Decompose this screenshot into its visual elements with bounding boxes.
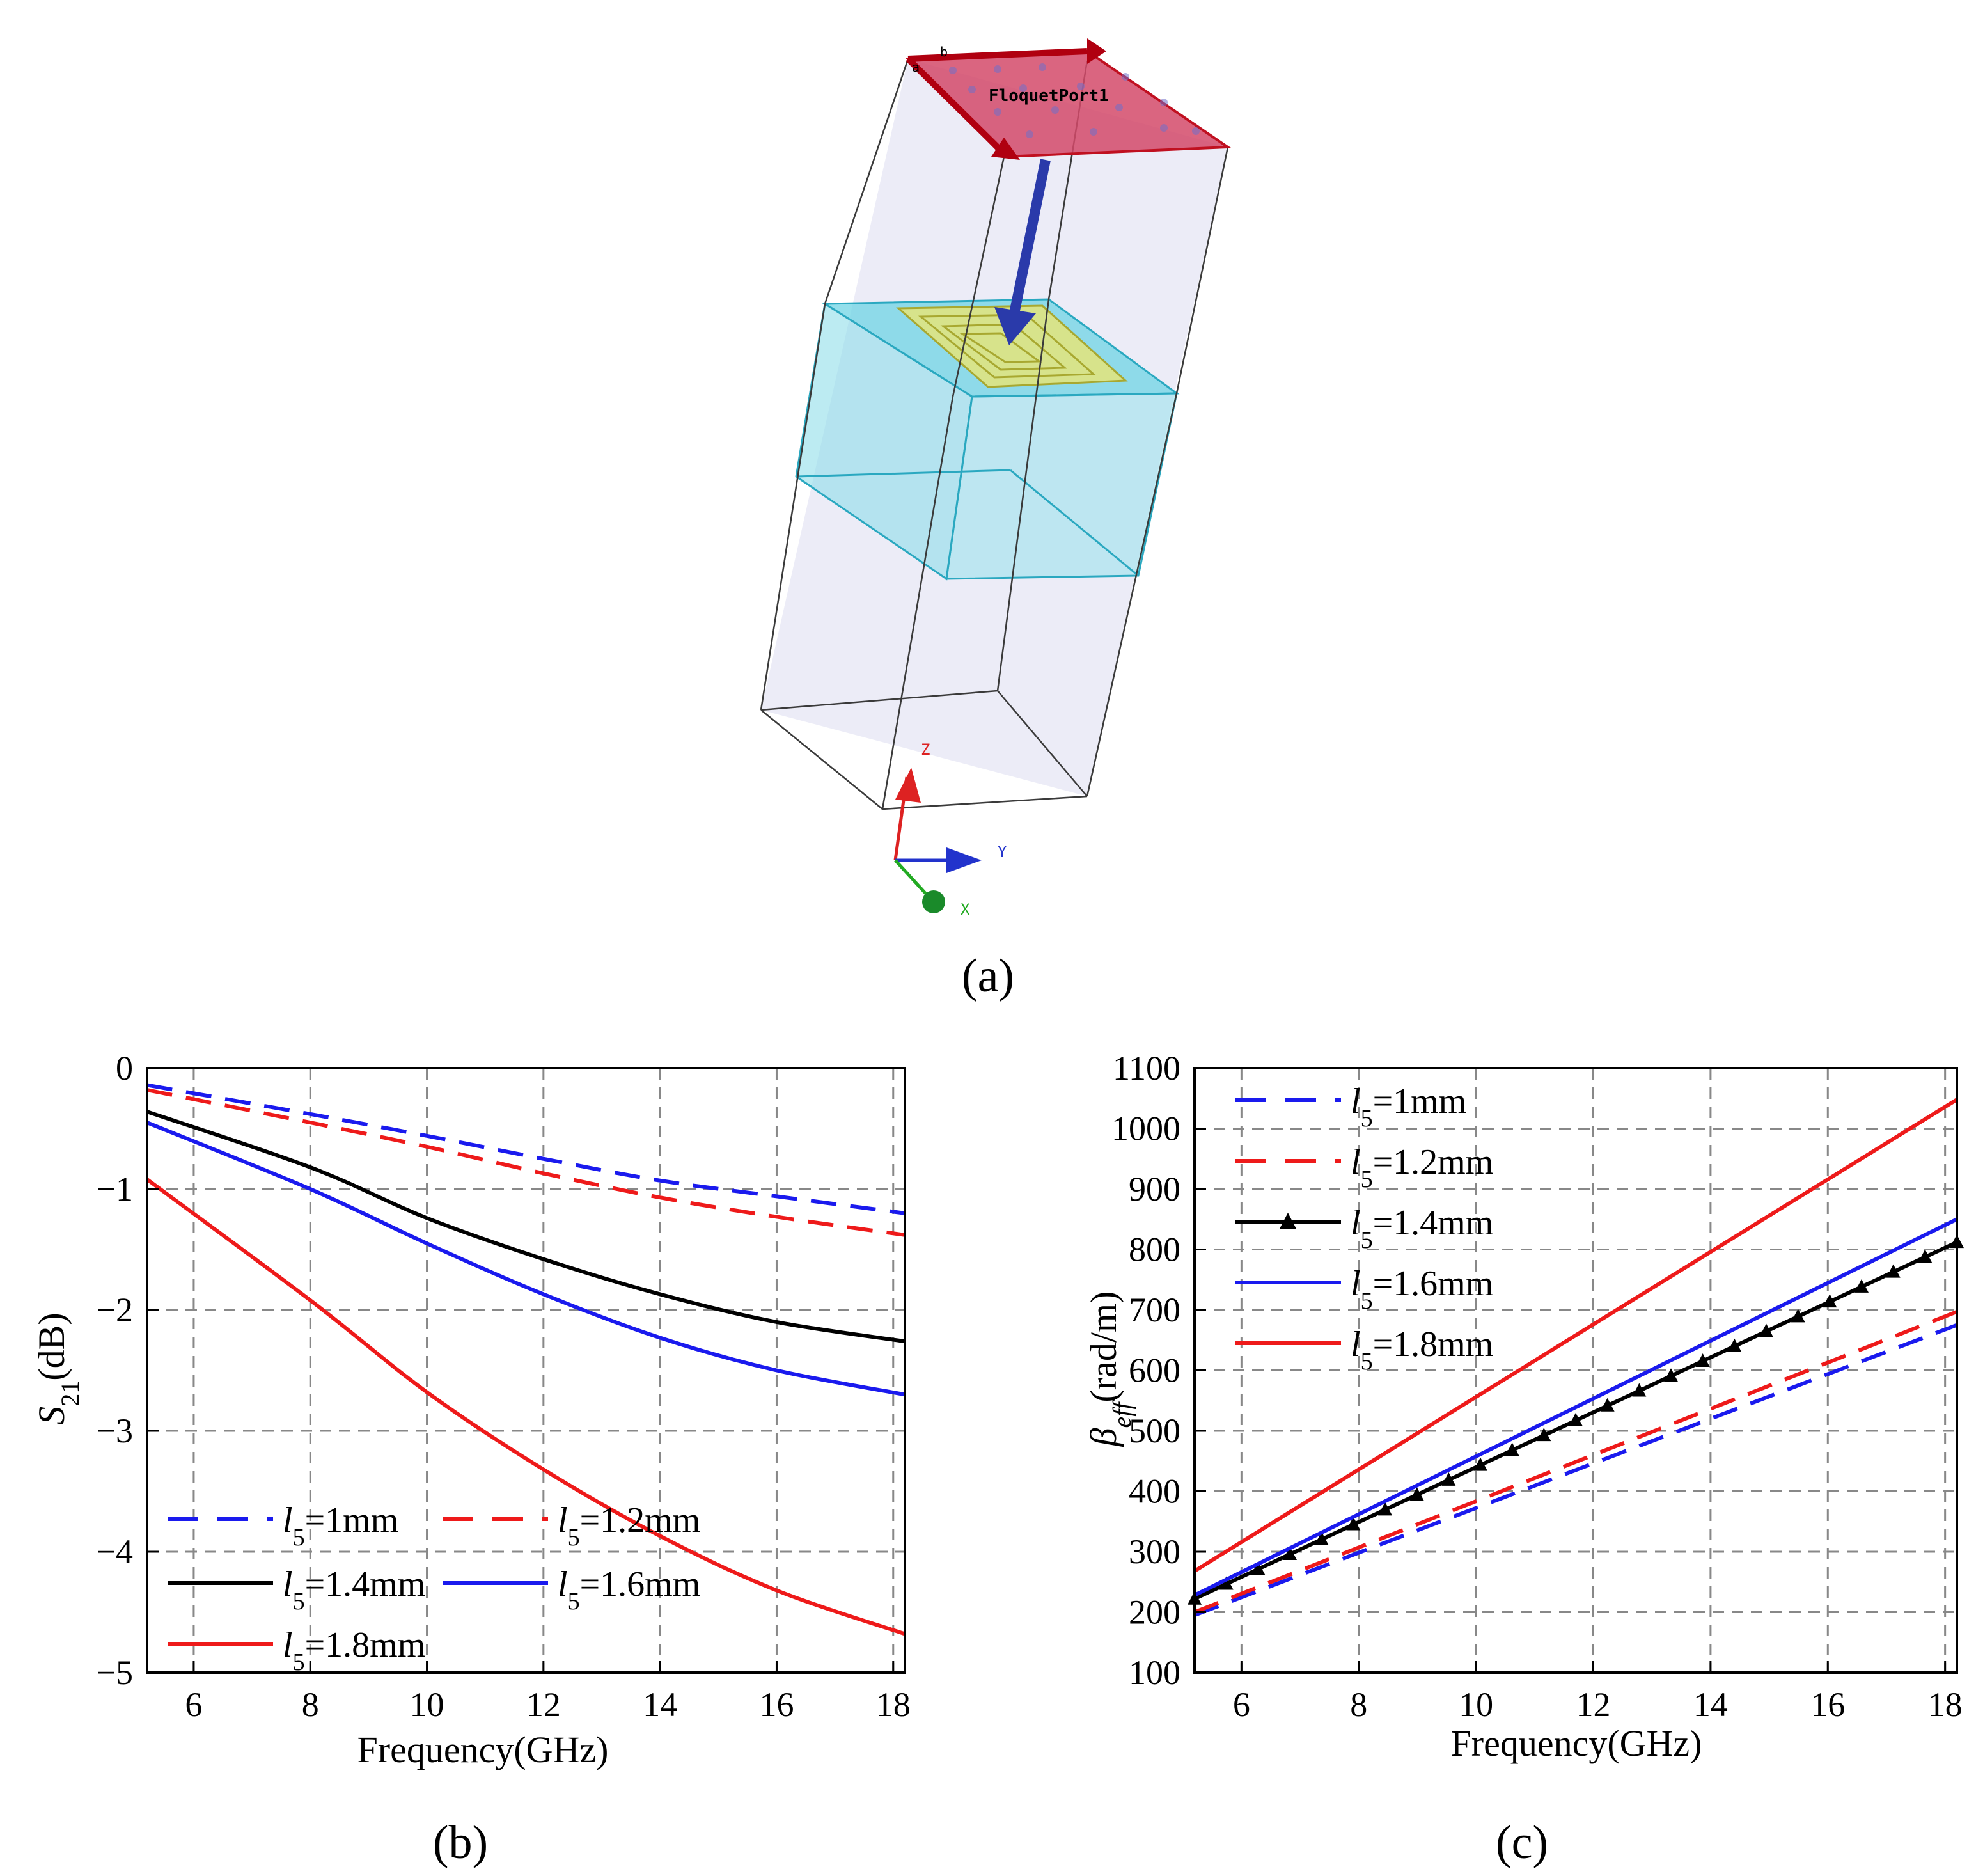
legend-label: l5=1mm — [283, 1501, 398, 1551]
y-tick-label: 700 — [1129, 1291, 1180, 1329]
legend-marker — [1280, 1213, 1296, 1229]
y-tick-label: 500 — [1129, 1412, 1180, 1450]
series-marker — [1219, 1576, 1234, 1590]
y-axis-arrow — [946, 847, 982, 873]
y-tick-label: −4 — [97, 1533, 133, 1571]
axis-y-label: Y — [998, 843, 1007, 861]
panel-a-label: (a) — [962, 950, 1014, 1002]
series-line-14mm — [146, 1110, 906, 1344]
s21-chart: l5=1mm l5=1.2mm l5=1.4mm l5=1.6mm l5=1.8mm 6… — [31, 1049, 911, 1869]
panel-b-label: (b) — [433, 1817, 488, 1869]
series-marker — [1251, 1561, 1266, 1575]
x-tick-label: 12 — [526, 1685, 561, 1724]
series-line-1mm — [146, 1083, 906, 1215]
y-tick-label: 100 — [1129, 1653, 1180, 1692]
y-tick-label: −3 — [97, 1412, 133, 1450]
y-tick-label: 800 — [1129, 1231, 1180, 1269]
series-marker — [1727, 1338, 1742, 1352]
y-tick-label: 400 — [1129, 1472, 1180, 1511]
y-tick-label: −5 — [97, 1653, 133, 1692]
x-tick-label: 8 — [1350, 1685, 1367, 1724]
series-marker — [1600, 1398, 1615, 1412]
y-tick-label: 900 — [1129, 1170, 1180, 1208]
x-tick-label: 8 — [302, 1685, 319, 1724]
series-marker — [1505, 1442, 1519, 1456]
x-tick-label: 12 — [1576, 1685, 1611, 1724]
legend-label: l5=1.2mm — [1351, 1142, 1493, 1193]
series-marker — [1378, 1502, 1392, 1516]
s21-x-axis-label: Frequency(GHz) — [357, 1729, 609, 1770]
incidence-arrow — [994, 159, 1051, 345]
beta-x-axis-label: Frequency(GHz) — [1451, 1722, 1702, 1764]
series-line-18mm — [146, 1178, 906, 1636]
series-marker — [1473, 1457, 1487, 1471]
series-line-1mm — [1193, 1323, 1958, 1618]
series-marker — [1314, 1531, 1329, 1545]
x-tick-label: 16 — [759, 1685, 794, 1724]
x-tick-label: 18 — [876, 1685, 911, 1724]
coordinate-triad: Z Y X — [893, 741, 1007, 918]
legend-label: l5=1.6mm — [1351, 1264, 1493, 1314]
axis-x-label: X — [961, 901, 970, 918]
beta-y-axis-label: βeff(rad/m) — [1083, 1291, 1136, 1447]
series-marker — [1791, 1309, 1805, 1323]
y-tick-label: 300 — [1129, 1533, 1180, 1571]
port-corner-a: a — [912, 59, 920, 75]
x-tick-label: 6 — [1233, 1685, 1250, 1724]
beta-chart: l5=1mm l5=1.2mm l5=1.4mm l5=1.6mm l5=1.8mm 6… — [1083, 1049, 1964, 1869]
y-tick-label: −1 — [97, 1170, 133, 1208]
x-tick-label: 10 — [410, 1685, 444, 1724]
y-tick-label: 1000 — [1111, 1110, 1180, 1148]
series-marker — [1632, 1383, 1647, 1397]
legend-label: l5=1.8mm — [1351, 1325, 1493, 1375]
s21-y-axis-label: S21(dB) — [31, 1312, 84, 1424]
series-marker — [1695, 1353, 1710, 1368]
series-marker — [1664, 1368, 1678, 1382]
z-axis-arrow — [895, 768, 921, 803]
legend-label: l5=1.8mm — [283, 1625, 425, 1676]
floquet-port: FloquetPort1 a b — [905, 38, 1232, 160]
y-tick-label: 200 — [1129, 1593, 1180, 1632]
series-marker — [1346, 1517, 1361, 1531]
series-marker — [1537, 1428, 1551, 1442]
x-tick-label: 10 — [1459, 1685, 1493, 1724]
x-tick-label: 6 — [185, 1685, 202, 1724]
series-marker — [1759, 1323, 1773, 1337]
port-corner-b: b — [940, 44, 948, 59]
y-tick-label: 0 — [116, 1049, 133, 1087]
panel-c-label: (c) — [1496, 1817, 1548, 1869]
series-marker — [1886, 1264, 1901, 1278]
x-tick-label: 14 — [643, 1685, 677, 1724]
legend-label: l5=1.4mm — [283, 1565, 425, 1615]
x-axis-arrow — [922, 890, 945, 913]
axis-z-label: Z — [921, 741, 930, 759]
series-marker — [1283, 1547, 1297, 1561]
series-marker — [1409, 1487, 1424, 1501]
y-tick-label: −2 — [97, 1291, 133, 1329]
series-marker — [1823, 1294, 1837, 1308]
y-tick-label: 1100 — [1113, 1049, 1180, 1087]
spiral-resonator — [896, 304, 1128, 388]
port-label: FloquetPort1 — [989, 86, 1109, 106]
legend-label: l5=1.4mm — [1351, 1203, 1493, 1254]
legend-label: l5=1.6mm — [558, 1565, 700, 1615]
series-line-16mm — [1193, 1217, 1958, 1597]
y-tick-label: 600 — [1129, 1352, 1180, 1390]
x-tick-label: 14 — [1693, 1685, 1728, 1724]
series-marker — [1918, 1249, 1933, 1263]
series-marker — [1854, 1279, 1869, 1293]
s21-plot-frame — [146, 1067, 906, 1674]
legend-label: l5=1mm — [1351, 1082, 1466, 1132]
series-line-12mm — [146, 1088, 906, 1237]
legend-label: l5=1.2mm — [558, 1501, 700, 1551]
series-line-18mm — [1193, 1098, 1958, 1573]
x-tick-label: 18 — [1928, 1685, 1963, 1724]
series-marker — [1441, 1472, 1456, 1486]
series-line-12mm — [1193, 1310, 1958, 1614]
series-line-16mm — [146, 1121, 906, 1397]
model-panel: FloquetPort1 a b Z Y X (a) — [760, 38, 1232, 1002]
series-marker — [1569, 1412, 1583, 1426]
x-tick-label: 16 — [1810, 1685, 1845, 1724]
